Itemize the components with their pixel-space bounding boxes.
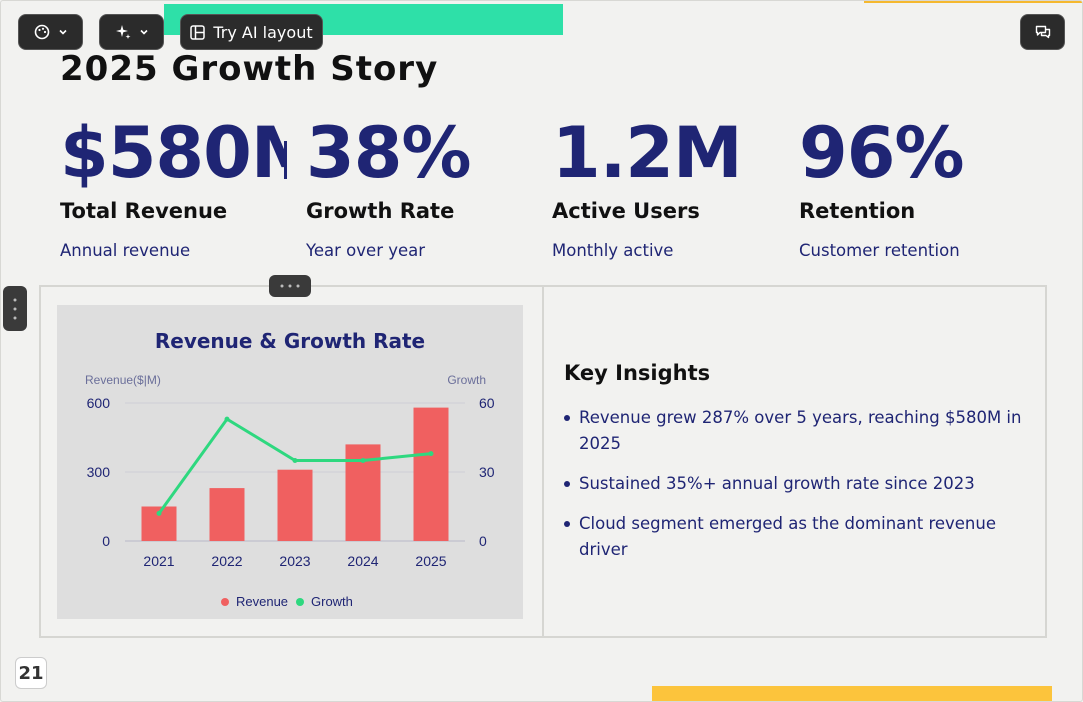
stat-desc: Annual revenue	[60, 241, 191, 260]
ai-tools-dropdown-button[interactable]	[99, 14, 164, 50]
yellow-accent-bar	[652, 686, 1052, 701]
stat-label: Growth Rate	[306, 199, 455, 223]
legend-label-revenue: Revenue	[236, 594, 288, 609]
growth-point	[428, 451, 434, 457]
slide-title[interactable]: 2025 Growth Story	[60, 49, 439, 89]
stat-desc: Customer retention	[799, 241, 960, 260]
insight-item: Revenue grew 287% over 5 years, reaching…	[564, 405, 1029, 457]
stat-label: Retention	[799, 199, 916, 223]
bar-revenue	[277, 469, 313, 541]
chevron-down-icon	[58, 29, 67, 35]
insight-text: Sustained 35%+ annual growth rate since …	[579, 474, 975, 493]
stat-desc: Monthly active	[552, 241, 674, 260]
bar-revenue	[209, 488, 245, 541]
insight-text: Revenue grew 287% over 5 years, reaching…	[579, 408, 1022, 453]
y2-axis-label: Growth	[447, 373, 486, 387]
insight-text: Cloud segment emerged as the dominant re…	[579, 514, 997, 559]
legend-swatch-growth	[296, 598, 304, 606]
stat-label: Total Revenue	[60, 199, 228, 223]
y2-tick-label: 0	[479, 533, 487, 549]
x-tick-label: 2023	[279, 553, 310, 569]
stat-value: 96%	[799, 113, 965, 193]
text-cursor	[284, 141, 287, 179]
stat-card-retention[interactable]: 96% Retention Customer retention	[799, 113, 1039, 260]
insights-title: Key Insights	[564, 361, 711, 385]
drag-handle-horizontal[interactable]	[269, 275, 311, 297]
growth-point	[360, 458, 366, 463]
stat-desc: Year over year	[306, 241, 426, 260]
y-tick-label: 300	[87, 464, 111, 480]
legend-swatch-revenue	[221, 598, 229, 606]
chat-icon	[1035, 25, 1050, 39]
stat-card-revenue[interactable]: $580M Total Revenue Annual revenue	[60, 113, 300, 260]
y-tick-label: 600	[87, 395, 111, 411]
layout-icon	[190, 24, 206, 40]
bullet-icon	[564, 481, 570, 487]
y2-tick-label: 30	[479, 464, 495, 480]
yellow-accent-outline	[864, 1, 1082, 97]
chart-panel[interactable]: Revenue & Growth Rate Revenue($|M) Growt…	[57, 305, 523, 619]
try-ai-layout-label: Try AI layout	[213, 22, 313, 42]
growth-point	[292, 458, 298, 463]
y-axis-label: Revenue($|M)	[85, 373, 161, 387]
bar-revenue	[413, 407, 449, 541]
stat-value: 1.2M	[552, 113, 743, 193]
revenue-growth-chart: Revenue & Growth Rate Revenue($|M) Growt…	[85, 329, 495, 609]
y-tick-label: 0	[102, 533, 110, 549]
stat-card-users[interactable]: 1.2M Active Users Monthly active	[552, 113, 792, 260]
comments-button[interactable]	[1020, 14, 1065, 50]
page-number-badge[interactable]: 21	[15, 657, 47, 689]
try-ai-layout-button[interactable]: Try AI layout	[180, 14, 323, 50]
chevron-down-icon	[139, 29, 148, 35]
stat-card-growth[interactable]: 38% Growth Rate Year over year	[306, 113, 546, 260]
growth-point	[156, 510, 162, 516]
y2-tick-label: 60	[479, 395, 495, 411]
stat-value: 38%	[306, 113, 472, 193]
insights-list: Revenue grew 287% over 5 years, reaching…	[564, 405, 1029, 563]
drag-handle-vertical[interactable]	[3, 286, 27, 331]
x-tick-label: 2022	[211, 553, 242, 569]
more-vertical-icon	[13, 298, 17, 319]
insight-item: Cloud segment emerged as the dominant re…	[564, 511, 1029, 563]
sparkles-icon	[115, 25, 130, 39]
bullet-icon	[564, 521, 570, 527]
stat-label: Active Users	[552, 199, 700, 223]
growth-point	[224, 416, 230, 422]
insights-panel[interactable]: Key Insights Revenue grew 287% over 5 ye…	[564, 361, 1029, 577]
x-tick-label: 2024	[347, 553, 378, 569]
insight-item: Sustained 35%+ annual growth rate since …	[564, 471, 1029, 497]
x-tick-label: 2021	[143, 553, 174, 569]
x-tick-label: 2025	[415, 553, 446, 569]
bullet-icon	[564, 415, 570, 421]
column-divider[interactable]	[542, 285, 544, 638]
chart-title: Revenue & Growth Rate	[155, 329, 425, 353]
legend-label-growth: Growth	[311, 594, 353, 609]
theme-dropdown-button[interactable]	[18, 14, 83, 50]
stat-value: $580M	[60, 113, 285, 193]
more-horizontal-icon	[280, 284, 300, 288]
palette-icon	[34, 24, 49, 40]
